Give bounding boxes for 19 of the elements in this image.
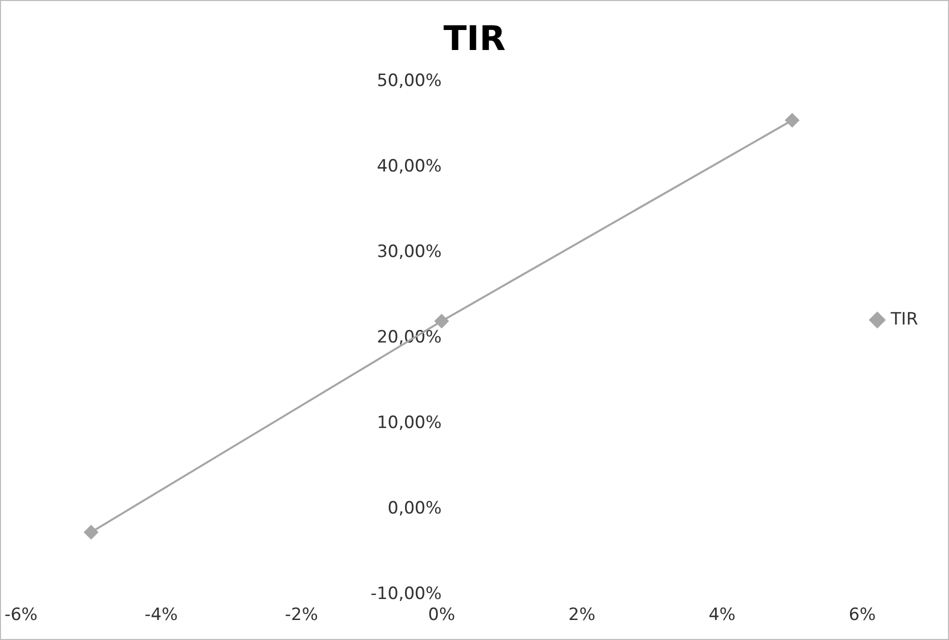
x-tick-label: 4% — [708, 605, 736, 626]
y-tick-label: 50,00% — [376, 71, 442, 92]
y-tick-label: -10,00% — [370, 584, 442, 604]
x-tick-label: -6% — [4, 605, 38, 626]
y-tick-label: 20,00% — [376, 328, 442, 348]
x-tick-label: 0% — [428, 605, 456, 626]
x-tick-label: 6% — [848, 605, 876, 626]
y-tick-label: 30,00% — [376, 242, 442, 262]
x-tick-label: -4% — [144, 605, 178, 626]
point — [785, 113, 800, 128]
x-tick-label: -2% — [284, 605, 318, 626]
x-tick-label: 2% — [568, 605, 596, 626]
legend-label: TIR — [890, 309, 918, 330]
point — [84, 525, 98, 540]
point — [434, 314, 449, 328]
y-tick-label: 40,00% — [376, 156, 442, 177]
chart-title: TIR — [443, 19, 506, 60]
y-tick-label: 10,00% — [376, 413, 442, 434]
y-tick-label: 0,00% — [388, 498, 442, 519]
